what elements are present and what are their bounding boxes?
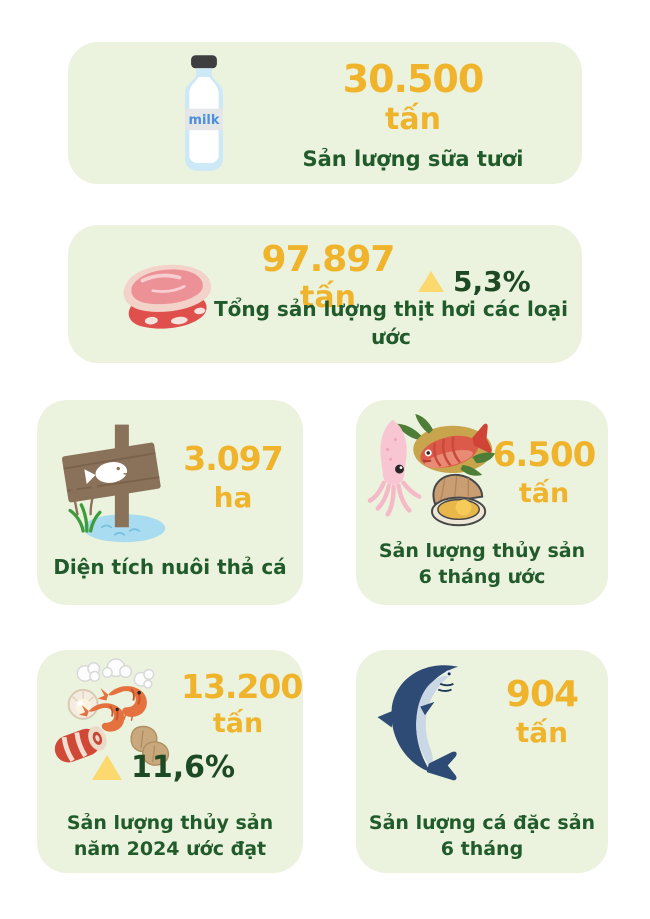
stat-value: 97.897 [261, 239, 396, 280]
stat-label: Sản lượng thủy sản 6 tháng ước [356, 538, 608, 591]
jumping-fish-icon [377, 665, 459, 781]
stat-unit: tấn [300, 279, 356, 315]
stat-label-line1: Sản lượng thủy sản [378, 539, 586, 562]
stat-unit: tấn [385, 101, 441, 137]
card-meat-production: 97.897 tấn 5,3% Tổng sản lượng thịt hơi … [68, 225, 582, 363]
stat-unit: tấn [515, 715, 569, 749]
stat-value: 6.500 [492, 435, 597, 475]
stat-label: Sản lượng cá đặc sản 6 tháng [356, 810, 608, 863]
milk-stat: 30.500 tấn Sản lượng sữa tươi [258, 57, 568, 174]
fish-on-plate [395, 413, 496, 476]
stat-label: Sản lượng sữa tươi [302, 146, 524, 171]
card-aquatic-production-6m: 6.500 tấn Sản lượng thủy sản 6 tháng ước [356, 400, 608, 605]
aquatic-6m-stat: 6.500 tấn [492, 435, 597, 509]
meat-stat: 97.897 tấn [243, 241, 413, 314]
stat-value: 904 [505, 674, 579, 715]
delta-value: 11,6% [131, 750, 236, 785]
stat-label: Sản lượng thủy sản năm 2024 ước đạt [37, 810, 303, 863]
stat-value: 3.097 [183, 439, 283, 478]
stat-unit: ha [213, 480, 253, 514]
aquatic-2024-delta: 11,6% [92, 750, 235, 785]
clams [130, 725, 170, 766]
card-fish-farming-area: 3.097 ha Diện tích nuôi thả cá [37, 400, 303, 605]
fish-pond-sign-icon [61, 424, 166, 543]
stat-label-line1: Sản lượng thủy sản [66, 811, 274, 834]
clam [431, 473, 487, 527]
up-triangle-icon [418, 271, 444, 292]
stat-label-line2: năm 2024 ước đạt [73, 838, 267, 861]
stat-label-line2: 6 tháng ước [418, 566, 546, 589]
card-aquatic-production-2024: 13.200 tấn 11,6% Sản lượng thủy sản năm … [37, 650, 303, 873]
stat-unit: tấn [518, 477, 570, 509]
stat-value: 30.500 [342, 57, 485, 101]
stat-label-line1: Sản lượng cá đặc sản [368, 811, 596, 834]
steam-icon [76, 658, 155, 689]
fish-area-stat: 3.097 ha [177, 439, 289, 514]
specialty-fish-stat: 904 tấn [496, 676, 588, 749]
squid [367, 419, 422, 517]
stat-label: Tổng sản lượng thịt hơi các loại ước [214, 297, 568, 349]
seafood-squid-fish-clam-icon [367, 413, 496, 527]
fish-roll [54, 726, 107, 763]
milk-bottle-icon: milk [185, 55, 223, 171]
meat-icon [123, 264, 212, 329]
stat-label: Diện tích nuôi thả cá [53, 555, 287, 579]
delta-value: 5,3% [453, 265, 531, 298]
stat-label-line2: 6 tháng [440, 838, 524, 861]
milk-bottle-label: milk [189, 113, 220, 128]
card-specialty-fish: 904 tấn Sản lượng cá đặc sản 6 tháng [356, 650, 608, 873]
stat-unit: tấn [212, 707, 264, 739]
card-milk-production: milk 30.500 tấn Sản lượng sữa tươi [68, 42, 582, 184]
up-triangle-icon [92, 755, 122, 780]
meat-delta: 5,3% [418, 265, 531, 298]
shrimp [78, 703, 125, 732]
aquatic-2024-stat: 13.200 tấn [181, 667, 303, 739]
stat-value: 13.200 [181, 667, 303, 706]
seafood-platter-icon [54, 658, 170, 766]
